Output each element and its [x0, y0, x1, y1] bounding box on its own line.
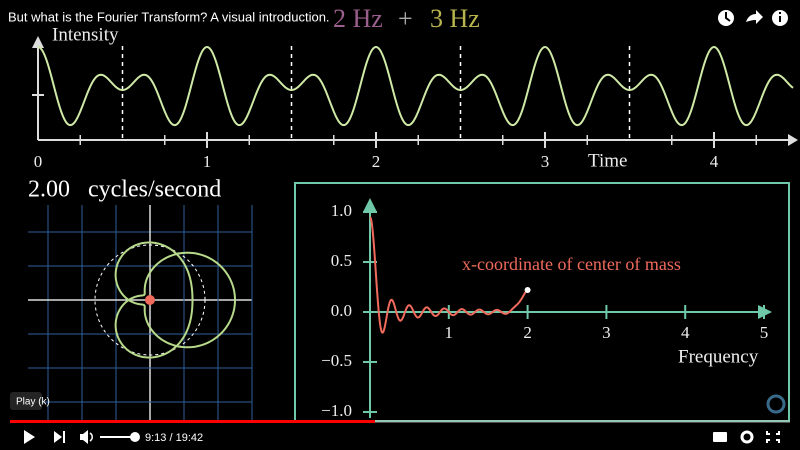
heading-second: 3 Hz	[430, 4, 480, 33]
x-tick-label: 5	[760, 323, 769, 342]
x-tick-label: 3	[541, 152, 550, 171]
center-of-mass-curve	[369, 216, 529, 334]
x-tick-label: 4	[710, 152, 719, 171]
tooltip: Play (k)	[16, 397, 50, 408]
winding-curve	[114, 241, 236, 359]
volume-slider[interactable]	[100, 436, 136, 438]
annotation: x-coordinate of center of mass	[462, 254, 681, 274]
volume-handle[interactable]	[130, 432, 140, 442]
y-tick-label: 1.0	[331, 201, 352, 220]
signal-plot: Intensity Time 0 1 2 3 4	[32, 24, 798, 171]
x-tick-label: 2	[372, 152, 381, 171]
center-of-mass	[145, 295, 155, 305]
heading-plus: +	[398, 4, 413, 33]
x-axis-label: Frequency	[678, 346, 759, 367]
video-title[interactable]: But what is the Fourier Transform? A vis…	[8, 9, 330, 24]
x-tick-label: 2	[523, 323, 532, 342]
mute-button[interactable]	[80, 430, 93, 444]
current-point	[524, 287, 531, 293]
y-tick-label: −1.0	[321, 401, 352, 420]
play-button[interactable]	[24, 430, 35, 444]
tooltip-box	[10, 392, 42, 410]
y-tick-label: −0.5	[321, 351, 352, 370]
x-axis-label: Time	[588, 150, 627, 171]
info-button[interactable]	[772, 10, 788, 26]
transform-panel	[294, 182, 790, 422]
y-tick-label: 0.0	[331, 301, 352, 320]
captions-button[interactable]	[713, 432, 727, 442]
watch-later-button[interactable]	[718, 10, 734, 26]
progress-played	[10, 420, 375, 423]
share-button[interactable]	[746, 10, 763, 24]
x-tick-label: 1	[203, 152, 212, 171]
signal-curve	[37, 45, 794, 127]
transform-plot: x-coordinate of center of mass Frequency…	[321, 198, 772, 420]
settings-button[interactable]	[740, 430, 754, 444]
x-tick-label: 3	[602, 323, 611, 342]
axis-arrow	[32, 36, 44, 48]
x-tick-label: 4	[681, 323, 690, 342]
x-tick-label: 0	[34, 152, 43, 171]
winding-frequency: 2.00	[28, 177, 70, 203]
heading-first: 2 Hz	[333, 4, 383, 33]
winding-unit: cycles/second	[88, 177, 221, 203]
axis-arrow	[363, 198, 377, 212]
y-axis-label: Intensity	[52, 24, 119, 45]
fullscreen-button[interactable]	[766, 431, 780, 443]
next-button[interactable]	[54, 431, 65, 443]
unit-circle	[94, 244, 206, 356]
time-display: 9:13 / 19:42	[145, 432, 203, 444]
y-tick-label: 0.5	[331, 251, 352, 270]
x-tick-label: 1	[445, 323, 454, 342]
axis-arrow	[788, 134, 798, 146]
winding-plot	[28, 205, 253, 420]
channel-watermark[interactable]	[766, 394, 786, 414]
progress-track[interactable]	[10, 420, 790, 423]
